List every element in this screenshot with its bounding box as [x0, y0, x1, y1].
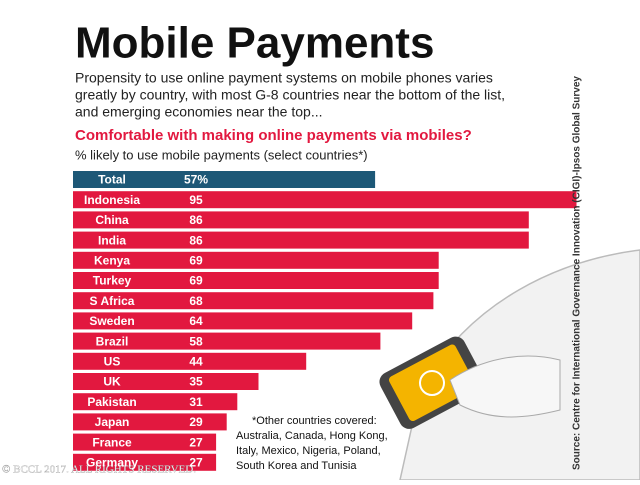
- category-label: Brazil: [96, 334, 129, 348]
- category-label: Sweden: [89, 314, 134, 328]
- note: South Korea and Tunisia: [236, 460, 357, 472]
- bar: [73, 312, 413, 330]
- value-label: 68: [189, 294, 203, 308]
- category-label: Kenya: [94, 253, 130, 267]
- value-label: 95: [189, 193, 203, 207]
- phone-illustration: [379, 249, 640, 481]
- bar: [73, 272, 439, 289]
- copyright: © BCCL 2017. ALL RIGHTS RESERVED.: [2, 464, 196, 476]
- category-label: S Africa: [90, 294, 135, 308]
- category-label: France: [92, 435, 132, 449]
- category-label: Japan: [95, 415, 130, 429]
- description: greatly by country, with most G-8 countr…: [75, 87, 505, 103]
- subtitle: % likely to use mobile payments (select …: [75, 147, 368, 162]
- bar: [73, 231, 529, 249]
- category-label: China: [95, 213, 129, 227]
- category-label: Indonesia: [84, 193, 140, 207]
- value-label: 35: [189, 375, 203, 389]
- bar: [73, 191, 577, 209]
- description: and emerging economies near the top...: [75, 104, 323, 120]
- value-label: 57%: [184, 173, 208, 187]
- bar: [73, 171, 376, 188]
- bar: [73, 332, 381, 350]
- category-label: Pakistan: [87, 395, 136, 409]
- category-label: Total: [98, 173, 126, 187]
- bar: [73, 453, 217, 471]
- source: Source: Centre for International Governa…: [572, 76, 583, 470]
- value-label: 69: [189, 274, 203, 288]
- category-label: Turkey: [93, 274, 132, 288]
- value-label: 86: [189, 213, 203, 227]
- note: Australia, Canada, Hong Kong,: [236, 430, 388, 442]
- category-label: US: [104, 354, 121, 368]
- category-label: India: [98, 233, 126, 247]
- value-label: 44: [189, 354, 203, 368]
- value-label: 69: [189, 253, 203, 267]
- value-label: 27: [189, 455, 203, 469]
- category-label: UK: [103, 375, 121, 389]
- value-label: 86: [189, 233, 203, 247]
- value-label: 31: [189, 395, 203, 409]
- bar: [73, 393, 238, 411]
- bar: [73, 292, 434, 310]
- bar: [73, 373, 259, 390]
- value-label: 58: [189, 334, 203, 348]
- value-label: 29: [189, 415, 203, 429]
- value-label: 27: [189, 435, 203, 449]
- question: Comfortable with making online payments …: [75, 127, 472, 144]
- note: *Other countries covered:: [252, 415, 377, 427]
- bar: [73, 433, 217, 451]
- bar: [73, 211, 529, 229]
- bar: [73, 352, 307, 370]
- note: Italy, Mexico, Nigeria, Poland,: [236, 445, 381, 457]
- description: Propensity to use online payment systems…: [75, 70, 493, 86]
- bar: [73, 413, 227, 431]
- title: Mobile Payments: [75, 19, 434, 68]
- bar: [73, 251, 439, 269]
- value-label: 64: [189, 314, 203, 328]
- category-label: Germany: [86, 455, 138, 469]
